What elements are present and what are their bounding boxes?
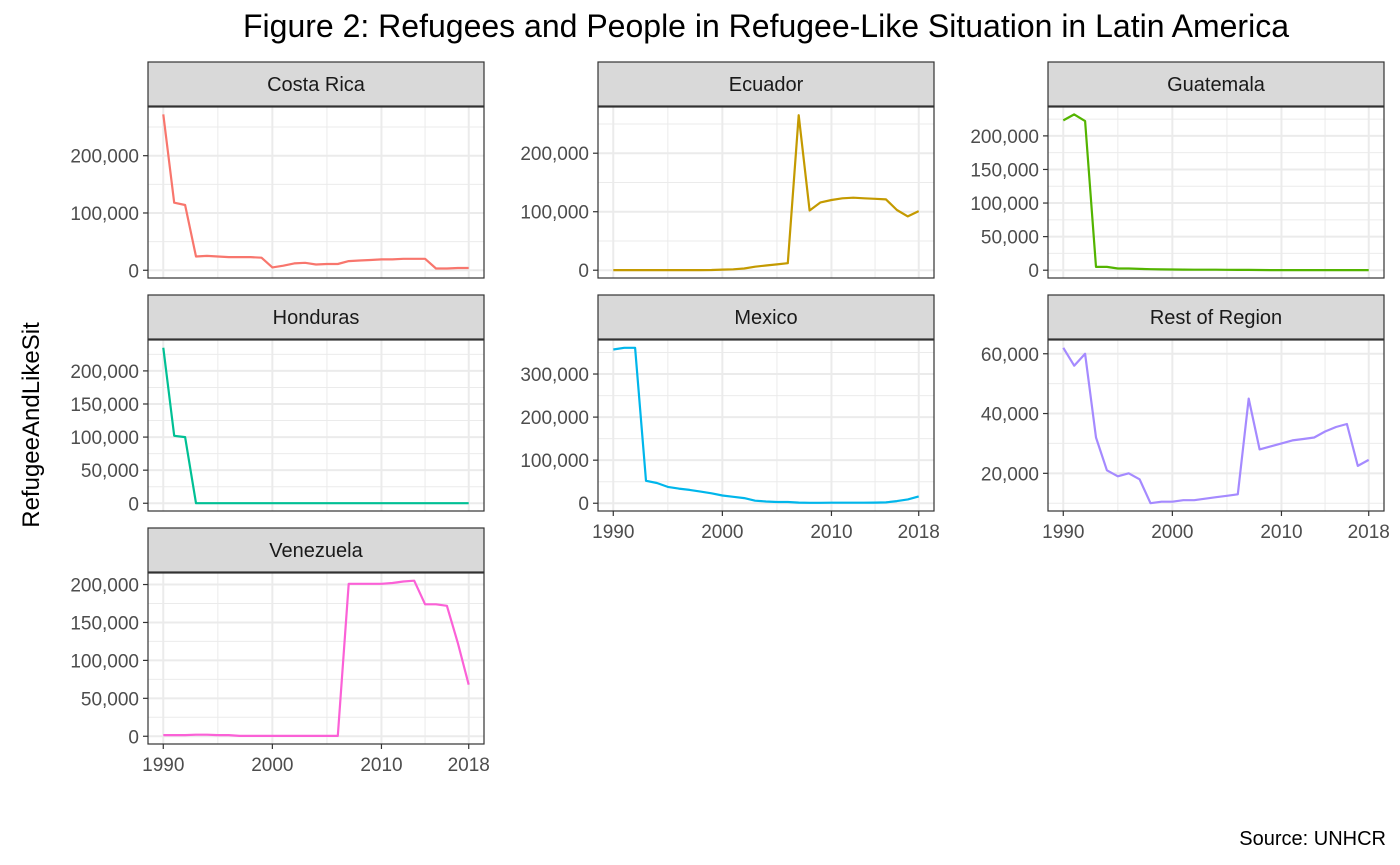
y-tick-label: 50,000 [81, 461, 139, 482]
y-tick-label: 150,000 [70, 395, 139, 416]
facet-strip-ecuador [597, 61, 935, 107]
facet-strip-rest-of-region [1047, 294, 1385, 340]
panel-background-mexico [598, 340, 934, 511]
facet-strip-label-costa-rica: Costa Rica [267, 74, 366, 96]
x-tick-label: 2010 [1260, 522, 1302, 543]
facet-strip-mexico [597, 294, 935, 340]
y-tick-label: 100,000 [70, 428, 139, 449]
series-line-honduras [162, 347, 469, 505]
series-line-guatemala [1062, 113, 1369, 272]
x-tick-label: 2018 [448, 755, 490, 776]
y-tick-label: 50,000 [981, 228, 1039, 249]
x-tick-label: 2000 [251, 755, 293, 776]
y-tick-label: 200,000 [520, 408, 589, 429]
series-line-venezuela [163, 579, 470, 738]
x-tick-label: 2018 [898, 522, 940, 543]
y-tick-label: 100,000 [520, 451, 589, 472]
y-tick-label: 0 [128, 727, 139, 748]
y-tick-label: 200,000 [70, 576, 139, 597]
panel-border-venezuela [147, 572, 485, 745]
y-tick-label: 200,000 [520, 144, 589, 165]
chart-title: Figure 2: Refugees and People in Refugee… [243, 8, 1289, 44]
panel-border-rest-of-region [1047, 339, 1385, 512]
y-tick-label: 100,000 [520, 203, 589, 224]
facet-strip-guatemala [1047, 61, 1385, 107]
x-tick-label: 1990 [592, 522, 634, 543]
y-tick-label: 0 [1028, 261, 1039, 282]
facet-strip-label-mexico: Mexico [734, 307, 797, 329]
panel-background-costa-rica [148, 107, 484, 278]
panel-border-ecuador [597, 106, 935, 279]
x-tick-label: 2010 [360, 755, 402, 776]
panel-border-mexico [597, 339, 935, 512]
facet-strip-label-guatemala: Guatemala [1167, 74, 1266, 96]
y-tick-label: 200,000 [970, 127, 1039, 148]
y-tick-label: 0 [128, 261, 139, 282]
facet-strip-venezuela [147, 527, 485, 573]
x-tick-label: 2000 [1151, 522, 1193, 543]
panel-background-ecuador [598, 107, 934, 278]
x-tick-label: 1990 [1042, 522, 1084, 543]
panel-border-costa-rica [147, 106, 485, 279]
x-tick-label: 1990 [142, 755, 184, 776]
x-tick-label: 2000 [701, 522, 743, 543]
y-tick-label: 20,000 [981, 464, 1039, 485]
y-tick-label: 100,000 [70, 204, 139, 225]
series-line-ecuador [613, 114, 920, 272]
y-tick-label: 60,000 [981, 345, 1039, 366]
y-tick-label: 100,000 [970, 194, 1039, 215]
facet-strip-costa-rica [147, 61, 485, 107]
facet-guatemala: Guatemala 0 50,000 100,000 150,000 200,000 [970, 61, 1385, 282]
panel-background-guatemala [1048, 107, 1384, 278]
x-tick-label: 2018 [1348, 522, 1390, 543]
facet-ecuador: Ecuador 0 100,000 200,000 [520, 61, 935, 282]
panel-border-honduras [147, 339, 485, 512]
facet-costa-rica: Costa Rica 0 100,000 200,000 [70, 61, 485, 282]
panel-background-venezuela [148, 573, 484, 744]
chart-caption: Source: UNHCR [1239, 828, 1386, 850]
panel-border-guatemala [1047, 106, 1385, 279]
series-line-costa-rica [162, 114, 469, 270]
facet-strip-label-ecuador: Ecuador [729, 74, 804, 96]
facet-mexico: Mexico 0 100,000 200,000 300,000 1990 2000 2010… [520, 294, 940, 543]
facet-strip-label-venezuela: Venezuela [269, 540, 363, 562]
y-tick-label: 100,000 [70, 651, 139, 672]
facet-venezuela: Venezuela 0 50,000 100,000 150,000 200,000 199… [70, 527, 490, 776]
facet-strip-label-honduras: Honduras [273, 307, 360, 329]
y-tick-label: 200,000 [70, 362, 139, 383]
y-tick-label: 50,000 [81, 689, 139, 710]
y-tick-label: 300,000 [520, 365, 589, 386]
series-line-mexico [613, 346, 919, 504]
y-tick-label: 150,000 [70, 613, 139, 634]
y-tick-label: 150,000 [970, 160, 1039, 181]
x-tick-label: 2010 [810, 522, 852, 543]
facet-strip-label-rest-of-region: Rest of Region [1150, 307, 1282, 329]
y-tick-label: 200,000 [70, 147, 139, 168]
facet-honduras: Honduras 0 50,000 100,000 150,000 200,000 [70, 294, 485, 515]
series-line-rest-of-region [1062, 347, 1370, 505]
y-tick-label: 0 [578, 261, 589, 282]
y-tick-label: 40,000 [981, 405, 1039, 426]
panel-background-honduras [148, 340, 484, 511]
y-tick-label: 0 [578, 494, 589, 515]
panel-background-rest-of-region [1048, 340, 1384, 511]
facet-rest-of-region: Rest of Region 20,000 40,000 60,000 1990 2000… [981, 294, 1390, 543]
facet-strip-honduras [147, 294, 485, 340]
y-tick-label: 0 [128, 494, 139, 515]
